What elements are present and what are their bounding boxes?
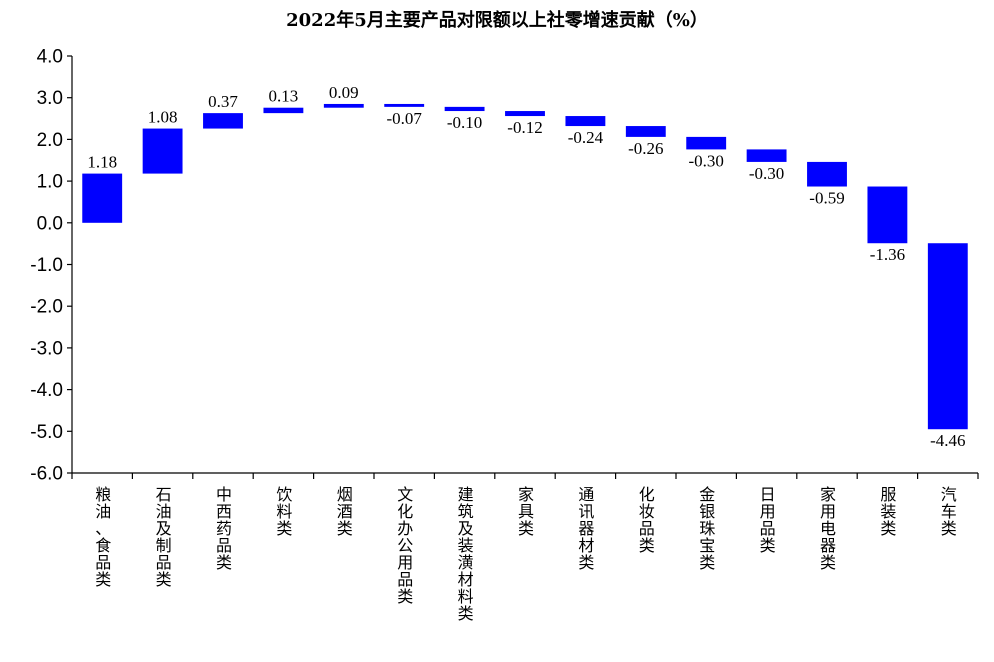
y-tick-label: 3.0	[37, 88, 63, 109]
data-label: 1.18	[87, 153, 117, 172]
category-labels: 粮油、食品类 石油及制品类 中西药品类 饮料类 烟酒类 文化办公用品类 建筑及装潢材料类 家具…	[95, 485, 957, 623]
category-label: 服装类	[880, 485, 896, 538]
y-tick-label: -4.0	[30, 380, 63, 401]
category-label: 汽车类	[941, 485, 957, 538]
bar	[625, 126, 666, 137]
bars	[82, 103, 968, 430]
bar	[142, 128, 183, 174]
y-tick-label: 4.0	[37, 47, 63, 68]
y-tick-label: 0.0	[37, 213, 63, 234]
bar	[203, 113, 243, 129]
category-label: 烟酒类	[337, 485, 353, 538]
bar	[323, 103, 364, 108]
bar	[505, 111, 545, 117]
data-label: -0.30	[749, 164, 784, 183]
category-label: 金银珠宝类	[699, 485, 715, 572]
category-label: 建筑及装潢材料类	[458, 485, 474, 623]
data-label: -0.26	[628, 139, 663, 158]
data-label: -0.07	[386, 109, 422, 128]
y-tick-label: -3.0	[30, 338, 63, 359]
data-label: -0.24	[568, 128, 604, 147]
y-tick-label: 2.0	[37, 130, 63, 151]
category-label: 文化办公用品类	[397, 485, 413, 606]
data-label: 0.37	[208, 92, 238, 111]
category-label: 化妆品类	[639, 485, 655, 555]
bar	[444, 106, 485, 112]
bar	[746, 149, 787, 162]
data-label: 1.08	[148, 108, 178, 127]
category-label: 通讯器材类	[578, 485, 594, 572]
data-label: -0.12	[507, 118, 542, 137]
data-label: -0.30	[688, 151, 723, 170]
data-label: -4.46	[930, 431, 965, 450]
bar	[686, 136, 727, 150]
axes: 4.0 3.0 2.0 1.0 0.0 -1.0 -2.0 -3.0 -4.0 -5.0 -6.0	[30, 47, 979, 485]
category-label: 中西药品类	[216, 485, 232, 572]
data-labels: 1.18 1.08 0.37 0.13 0.09 -0.07 -0.10 -0.12 -0.24…	[87, 83, 965, 450]
data-label: 0.13	[269, 87, 299, 106]
data-label: -1.36	[870, 245, 905, 264]
bar	[927, 243, 968, 430]
category-label: 石油及制品类	[156, 485, 172, 589]
y-tick-label: -6.0	[30, 464, 63, 485]
category-label: 日用品类	[760, 485, 776, 555]
bar	[565, 116, 606, 127]
bar	[82, 173, 123, 223]
y-tick-label: -2.0	[30, 297, 63, 318]
bar	[867, 186, 908, 244]
bar	[263, 107, 304, 114]
y-tick-label: -1.0	[30, 255, 63, 276]
bar	[384, 103, 425, 107]
category-label: 粮油、食品类	[95, 485, 111, 589]
bar	[807, 161, 847, 187]
data-label: 0.09	[329, 83, 359, 102]
y-tick-label: 1.0	[37, 172, 63, 193]
category-label: 家用电器类	[820, 485, 836, 572]
chart-title: 2022年5月主要产品对限额以上社零增速贡献（%）	[286, 10, 708, 31]
data-label: -0.59	[809, 189, 844, 208]
category-label: 饮料类	[276, 485, 292, 538]
data-label: -0.10	[447, 113, 482, 132]
category-label: 家具类	[518, 485, 534, 538]
y-tick-label: -5.0	[30, 422, 63, 443]
